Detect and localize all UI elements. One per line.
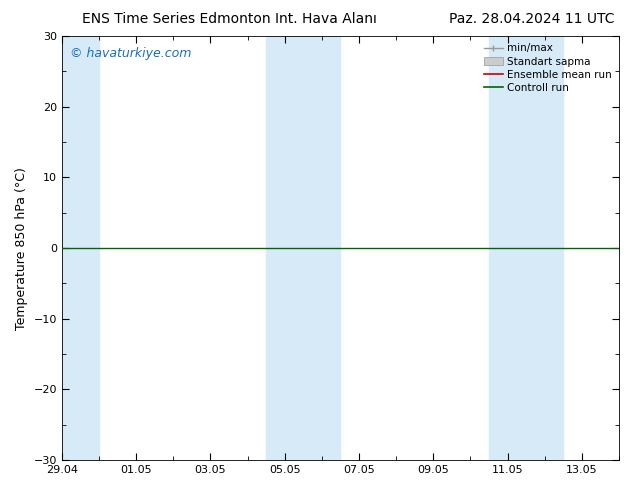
Text: ENS Time Series Edmonton Int. Hava Alanı: ENS Time Series Edmonton Int. Hava Alanı (82, 12, 377, 26)
Text: Paz. 28.04.2024 11 UTC: Paz. 28.04.2024 11 UTC (450, 12, 615, 26)
Bar (266, 36, 340, 460)
Text: © havaturkiye.com: © havaturkiye.com (70, 47, 191, 60)
Legend: min/max, Standart sapma, Ensemble mean run, Controll run: min/max, Standart sapma, Ensemble mean r… (482, 41, 614, 95)
Bar (489, 36, 563, 460)
Y-axis label: Temperature 850 hPa (°C): Temperature 850 hPa (°C) (15, 167, 28, 330)
Bar (62, 36, 99, 460)
